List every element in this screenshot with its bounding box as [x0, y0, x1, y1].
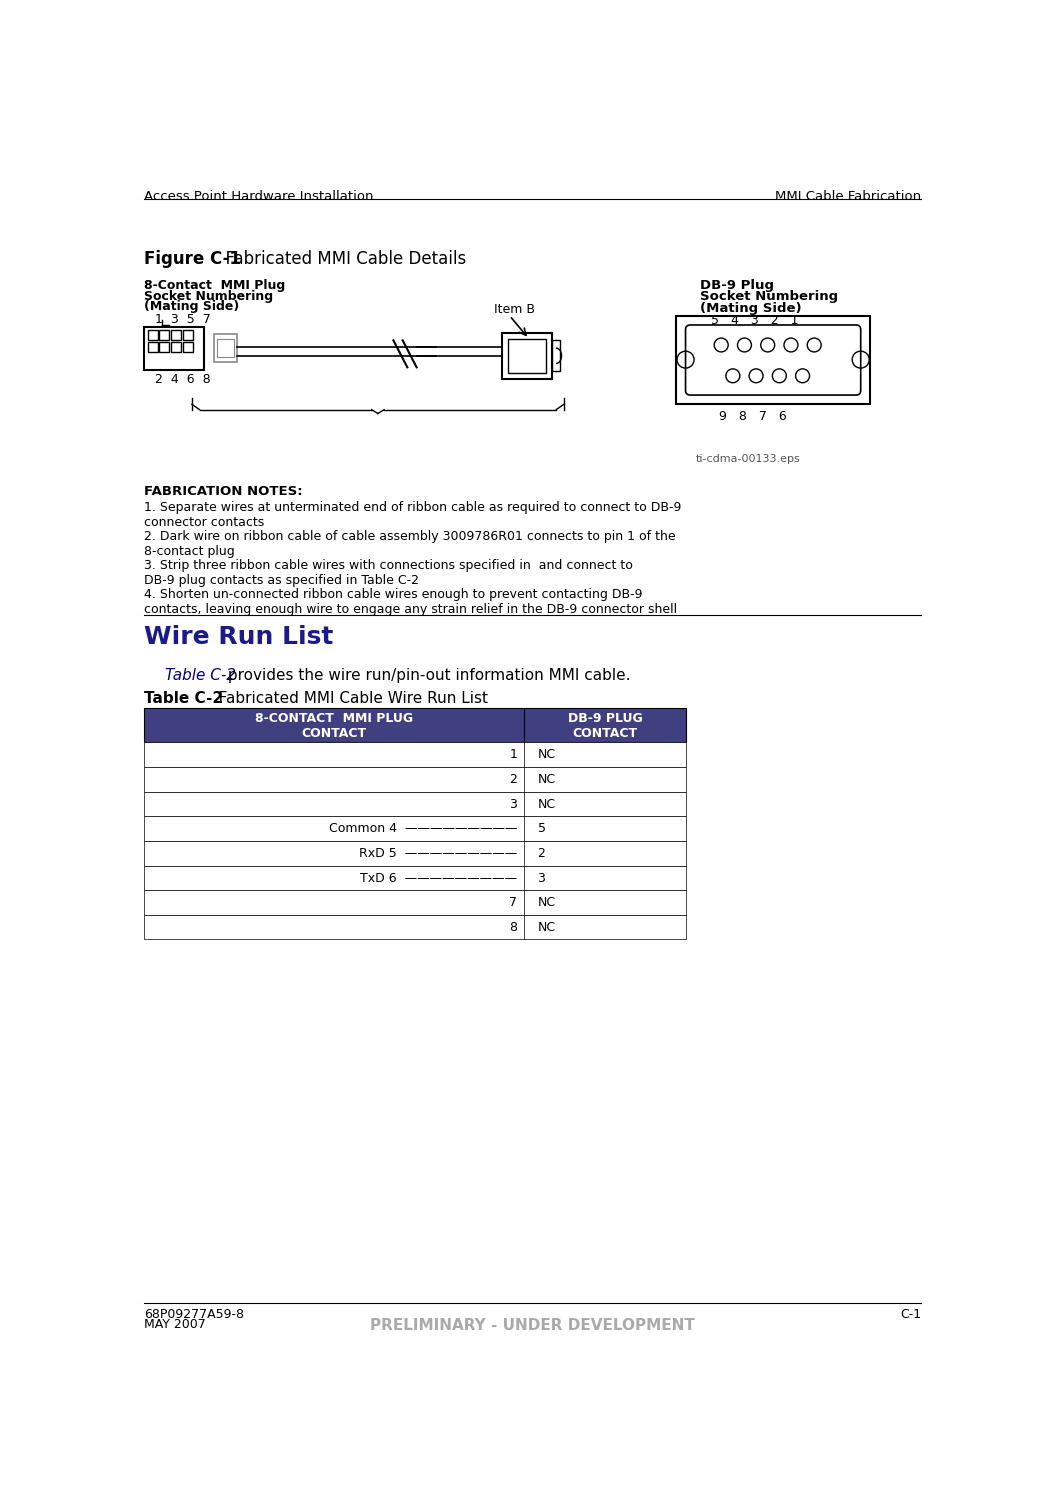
Text: 3. Strip three ribbon cable wires with connections specified in  and connect to
: 3. Strip three ribbon cable wires with c… [143, 558, 633, 587]
Text: FABRICATION NOTES:: FABRICATION NOTES: [143, 485, 302, 499]
Bar [143, 914, 687, 940]
Bar [183, 342, 192, 351]
Text: NC: NC [537, 922, 556, 934]
Text: DB-9 Plug: DB-9 Plug [699, 278, 773, 292]
Text: 1. Separate wires at unterminated end of ribbon cable as required to connect to : 1. Separate wires at unterminated end of… [143, 500, 682, 529]
Bar [214, 334, 237, 362]
Text: RxD 5  —————————: RxD 5 ————————— [359, 847, 517, 861]
Text: Socket Numbering: Socket Numbering [143, 289, 273, 302]
Text: Access Point Hardware Installation: Access Point Hardware Installation [143, 191, 373, 203]
Text: NC: NC [537, 896, 556, 910]
Text: Table C-2: Table C-2 [165, 669, 236, 683]
Text: DB-9 PLUG
CONTACT: DB-9 PLUG CONTACT [567, 712, 642, 740]
Text: 2: 2 [537, 847, 545, 861]
Bar [143, 816, 687, 841]
Text: 2. Dark wire on ribbon cable of cable assembly 3009786R01 connects to pin 1 of t: 2. Dark wire on ribbon cable of cable as… [143, 530, 675, 558]
Text: Figure C-1: Figure C-1 [143, 250, 241, 268]
Text: (Mating Side): (Mating Side) [143, 301, 239, 313]
Text: Common 4  —————————: Common 4 ————————— [329, 822, 517, 835]
Bar [502, 332, 553, 378]
Bar [159, 331, 169, 341]
Text: 8-CONTACT  MMI PLUG
CONTACT: 8-CONTACT MMI PLUG CONTACT [255, 712, 412, 740]
Text: (Mating Side): (Mating Side) [699, 302, 801, 314]
Bar [676, 316, 870, 405]
Text: 5: 5 [537, 822, 545, 835]
Text: 8: 8 [509, 922, 517, 934]
Bar [148, 342, 158, 351]
Bar [159, 342, 169, 351]
Bar [553, 341, 560, 371]
Text: 2: 2 [509, 773, 517, 786]
Text: 5   4   3   2   1: 5 4 3 2 1 [711, 314, 799, 328]
Text: Table C-2: Table C-2 [143, 691, 223, 706]
Bar [148, 331, 158, 341]
Text: 4. Shorten un-connected ribbon cable wires enough to prevent contacting DB-9
con: 4. Shorten un-connected ribbon cable wir… [143, 588, 677, 616]
Text: ti-cdma-00133.eps: ti-cdma-00133.eps [696, 454, 800, 465]
Bar [143, 767, 687, 792]
Text: MMI Cable Fabrication: MMI Cable Fabrication [775, 191, 922, 203]
Text: 3: 3 [509, 798, 517, 810]
Bar [143, 865, 687, 890]
Text: 8-Contact  MMI Plug: 8-Contact MMI Plug [143, 278, 285, 292]
Bar [143, 841, 687, 865]
Text: 2  4  6  8: 2 4 6 8 [156, 372, 211, 386]
Text: Wire Run List: Wire Run List [143, 625, 334, 649]
Bar [171, 331, 181, 341]
Bar [183, 331, 192, 341]
Text: C-1: C-1 [900, 1309, 922, 1321]
Text: provides the wire run/pin-out information MMI cable.: provides the wire run/pin-out informatio… [223, 669, 631, 683]
Bar [217, 339, 234, 357]
Text: Socket Numbering: Socket Numbering [699, 290, 837, 304]
Text: NC: NC [537, 749, 556, 761]
Bar [143, 326, 205, 369]
Text: 68P09277A59-8: 68P09277A59-8 [143, 1309, 244, 1321]
Text: 1: 1 [509, 749, 517, 761]
Bar [143, 709, 687, 743]
Text: 3: 3 [537, 871, 545, 884]
Text: 9   8   7   6: 9 8 7 6 [719, 411, 787, 423]
Text: TxD 6  —————————: TxD 6 ————————— [361, 871, 517, 884]
Bar [143, 743, 687, 767]
Text: Item B: Item B [495, 304, 535, 317]
Text: 7: 7 [509, 896, 517, 910]
Text: Fabricated MMI Cable Details: Fabricated MMI Cable Details [215, 250, 467, 268]
Bar [508, 339, 547, 372]
Text: MAY 2007: MAY 2007 [143, 1318, 206, 1331]
Text: Fabricated MMI Cable Wire Run List: Fabricated MMI Cable Wire Run List [204, 691, 487, 706]
Text: NC: NC [537, 798, 556, 810]
Bar [143, 890, 687, 914]
Text: PRELIMINARY - UNDER DEVELOPMENT: PRELIMINARY - UNDER DEVELOPMENT [370, 1318, 694, 1333]
Bar [143, 792, 687, 816]
Text: 1  3  5  7: 1 3 5 7 [156, 313, 211, 326]
Bar [171, 342, 181, 351]
Text: NC: NC [537, 773, 556, 786]
